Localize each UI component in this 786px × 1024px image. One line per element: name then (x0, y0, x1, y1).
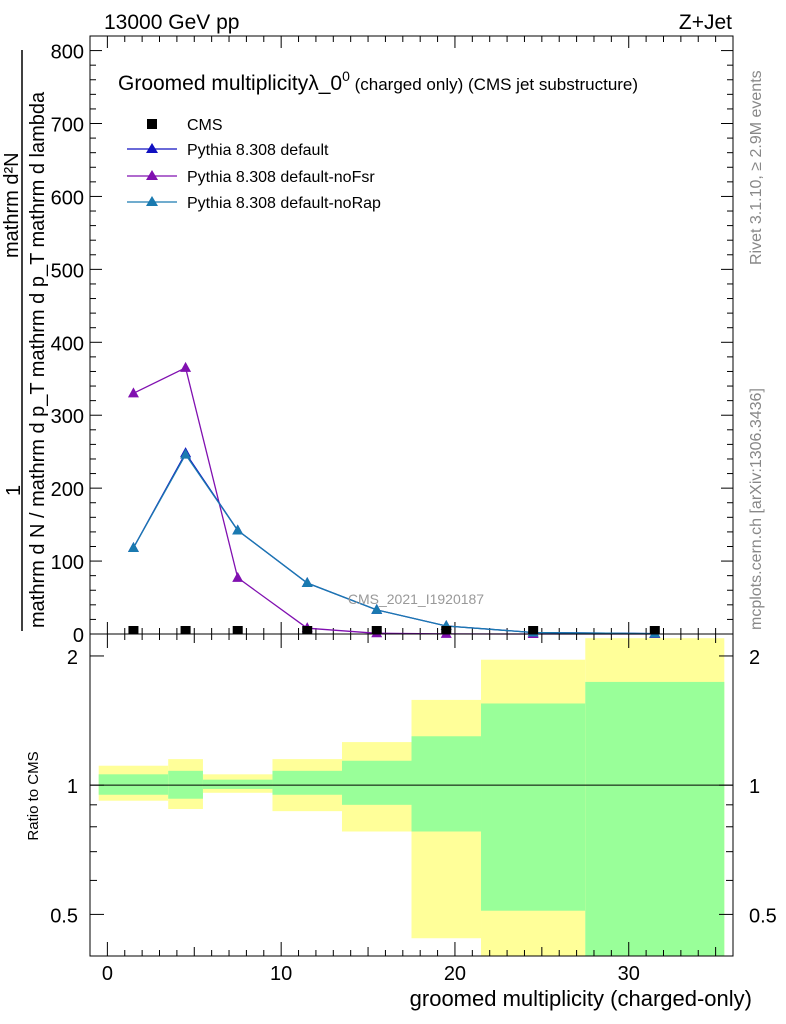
point-cms (180, 626, 191, 634)
x-axis-label: groomed multiplicity (charged-only) (410, 986, 752, 1011)
main-y-axis: 0 100 200 300 400 500 600 700 800 (51, 36, 733, 647)
y-label-numerator: mathrm d²N (1, 152, 23, 258)
series-line-noRap (132, 453, 655, 635)
ratio-band-inner (341, 760, 412, 805)
main-y-tick-label: 300 (51, 406, 84, 428)
ratio-y-tick-label: 2 (67, 647, 78, 669)
point-noRap (180, 448, 192, 459)
legend-label-norap: Pythia 8.308 default-noRap (187, 195, 381, 212)
legend: CMS Pythia 8.308 default Pythia 8.308 de… (127, 117, 381, 212)
point-cms (302, 626, 313, 634)
x-tick-label: 10 (270, 963, 292, 985)
rivet-label: Rivet 3.1.10, ≥ 2.9M events (748, 70, 765, 265)
point-cms (371, 626, 382, 634)
y-label-prefix: 1 (3, 485, 25, 496)
ratio-y-axis: 0.5 0.5 1 1 2 2 (50, 647, 777, 927)
ratio-band-inner (98, 774, 169, 795)
point-noRap (127, 541, 139, 552)
ratio-bands (98, 638, 725, 956)
ratio-x-axis: 0 10 20 30 (102, 634, 717, 985)
point-cms (441, 626, 452, 634)
analysis-watermark: CMS_2021_I1920187 (348, 591, 484, 607)
ratio-y-tick-label-right: 0.5 (749, 905, 777, 927)
mcplots-label: mcplots.cern.ch [arXiv:1306.3436] (748, 388, 765, 630)
x-tick-label: 20 (444, 963, 466, 985)
point-noRap (301, 576, 313, 587)
main-y-tick-label: 200 (51, 479, 84, 501)
ratio-panel: 0.5 0.5 1 1 2 2 0 10 20 30 Ratio to CMS groomed … (25, 633, 777, 1011)
ratio-band-inner (272, 770, 342, 795)
legend-marker-norap (146, 196, 158, 206)
point-noFsr (180, 361, 192, 372)
main-y-tick-label: 100 (51, 552, 84, 574)
point-cms (528, 626, 539, 634)
legend-label-nofsr: Pythia 8.308 default-noFsr (187, 169, 375, 186)
point-noFsr (232, 571, 244, 582)
ratio-y-label: Ratio to CMS (25, 751, 42, 840)
x-tick-label: 30 (618, 963, 640, 985)
ratio-y-tick-label-right: 1 (749, 776, 760, 798)
ratio-band-inner (202, 779, 273, 789)
main-y-tick-label: 500 (51, 260, 84, 282)
legend-marker-default (146, 143, 158, 153)
plot-title-suffix: (charged only) (CMS jet substructure) (350, 75, 638, 94)
main-y-tick-label: 700 (51, 115, 84, 137)
plot-title-main: Groomed multiplicityλ_0 (118, 72, 342, 95)
ratio-y-tick-label: 1 (67, 776, 78, 798)
main-y-tick-label: 600 (51, 187, 84, 209)
point-noRap (371, 603, 383, 614)
ratio-y-tick-label-right: 2 (749, 647, 760, 669)
main-y-tick-label: 800 (51, 42, 84, 64)
point-cms (128, 626, 139, 634)
main-panel: 0 100 200 300 400 500 600 700 800 Groomed multip… (1, 35, 734, 647)
ratio-band-inner (585, 681, 725, 956)
legend-label-default: Pythia 8.308 default (187, 142, 329, 159)
ratio-band-inner (481, 703, 586, 911)
header-left: 13000 GeV pp (104, 11, 239, 34)
point-noRap (232, 524, 244, 535)
y-label-denominator: mathrm d N / mathrm d p_T mathrm d p_T m… (27, 91, 49, 628)
header-right: Z+Jet (679, 11, 732, 34)
main-y-label: 1 mathrm d²N mathrm d N / mathrm d p_T m… (1, 50, 49, 631)
point-noFsr (127, 387, 139, 398)
plot-title-sup: 0 (342, 68, 350, 84)
main-y-tick-label: 0 (73, 625, 84, 647)
ratio-band-inner (411, 736, 482, 832)
legend-marker-nofsr (146, 170, 158, 180)
legend-marker-cms (147, 119, 157, 129)
ratio-y-tick-label: 0.5 (50, 905, 78, 927)
plot-title: Groomed multiplicityλ_00 (charged only) … (118, 68, 638, 95)
point-cms (649, 626, 660, 634)
legend-label-cms: CMS (187, 117, 223, 134)
point-cms (232, 626, 243, 634)
main-y-tick-label: 400 (51, 333, 84, 355)
ratio-plot-frame (89, 633, 734, 957)
x-tick-label: 0 (102, 963, 113, 985)
